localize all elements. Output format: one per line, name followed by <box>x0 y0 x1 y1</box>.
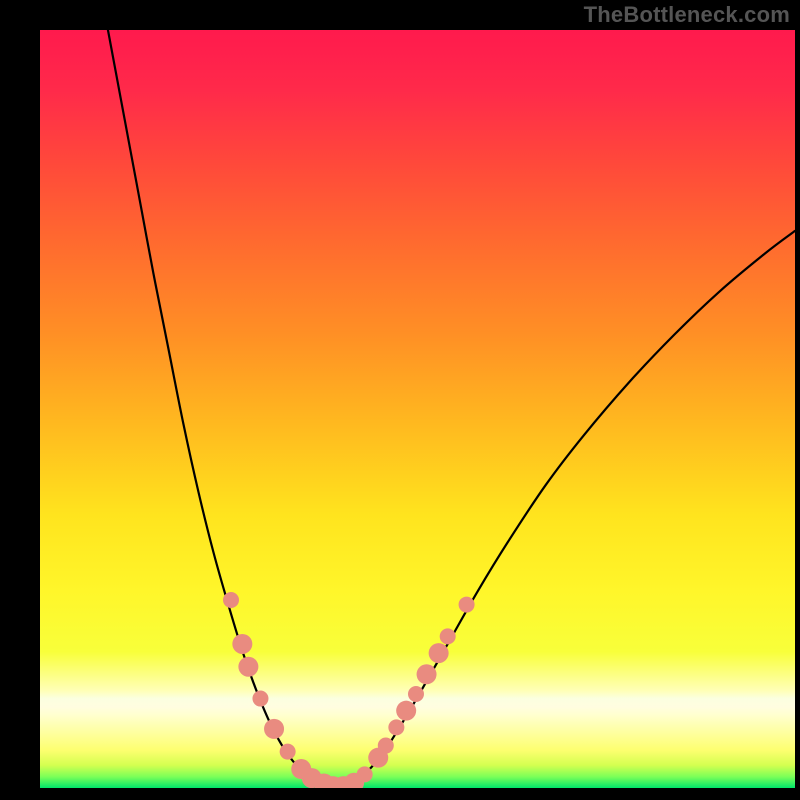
plot-svg <box>40 30 795 788</box>
data-marker <box>378 738 394 754</box>
watermark-text: TheBottleneck.com <box>584 2 790 28</box>
data-marker <box>417 664 437 684</box>
data-marker <box>429 643 449 663</box>
data-marker <box>252 691 268 707</box>
data-marker <box>440 628 456 644</box>
chart-container: TheBottleneck.com <box>0 0 800 800</box>
data-marker <box>408 686 424 702</box>
data-marker <box>396 701 416 721</box>
data-marker <box>357 766 373 782</box>
data-marker <box>388 719 404 735</box>
data-marker <box>223 592 239 608</box>
data-marker <box>232 634 252 654</box>
data-marker <box>264 719 284 739</box>
data-marker <box>459 597 475 613</box>
data-marker <box>280 744 296 760</box>
plot-area <box>40 30 795 788</box>
data-marker <box>238 657 258 677</box>
